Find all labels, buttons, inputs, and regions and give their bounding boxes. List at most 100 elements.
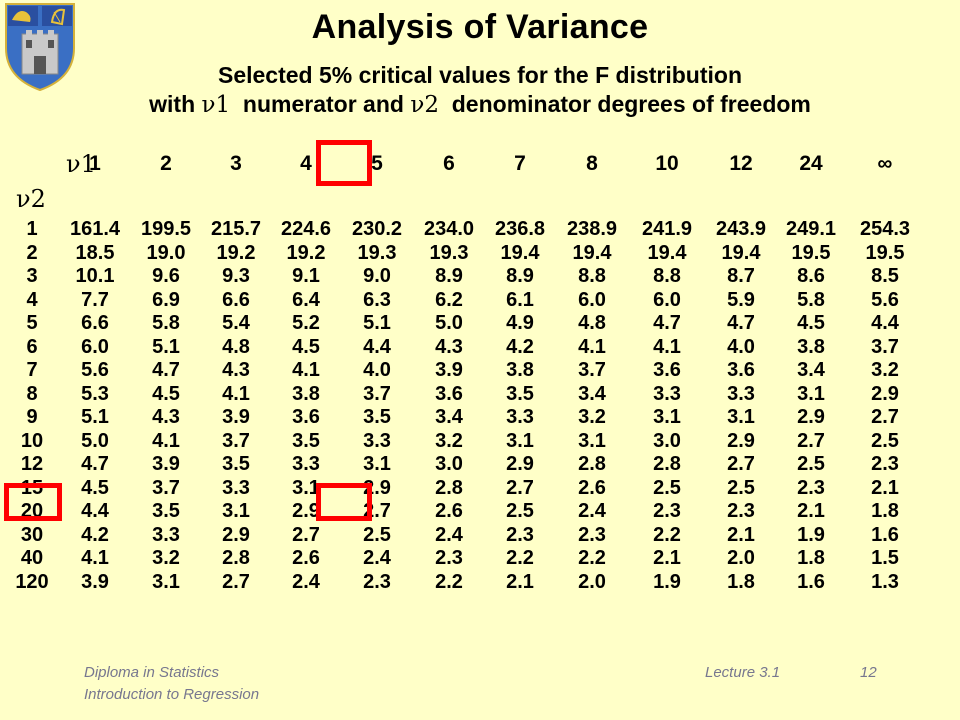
- table-cell: 2.2: [506, 547, 534, 569]
- highlight-box-column-4: [316, 140, 372, 186]
- table-cell: 4.1: [81, 547, 109, 569]
- table-cell: 5.6: [81, 359, 109, 381]
- column-header-6: 6: [443, 152, 455, 175]
- table-cell: 241.9: [641, 218, 693, 240]
- table-cell: 8.9: [506, 265, 534, 287]
- table-cell: 5.9: [727, 288, 755, 311]
- table-cell: 3.1: [727, 406, 755, 428]
- table-cell: 8.9: [435, 265, 463, 287]
- row-header-df: 30: [20, 523, 44, 546]
- table-cell: 3.0: [435, 453, 463, 475]
- table-cell: 3.8: [797, 335, 825, 358]
- row-header-df: 7: [26, 359, 38, 381]
- column-header-12: ∞: [877, 152, 893, 175]
- table-cell: 3.1: [152, 570, 180, 593]
- table-cell: 3.9: [81, 570, 109, 593]
- table-cell: 3.3: [506, 406, 534, 428]
- row-header-df: 6: [26, 335, 38, 358]
- table-cell: 4.8: [578, 312, 606, 334]
- table-cell: 161.4: [69, 218, 121, 240]
- row-header-df: 120: [15, 570, 49, 593]
- table-cell: 3.9: [435, 359, 463, 381]
- table-cell: 3.1: [578, 429, 606, 452]
- column-header-9: 10: [655, 152, 679, 175]
- table-cell: 4.3: [222, 359, 250, 381]
- table-cell: 4.3: [152, 406, 180, 428]
- table-cell: 3.1: [797, 382, 825, 405]
- row-header-df: 8: [26, 382, 38, 405]
- column-header-7: 7: [514, 152, 526, 175]
- table-cell: 3.7: [363, 382, 391, 405]
- nu1-header-label: ν1: [66, 150, 96, 178]
- table-cell: 2.7: [871, 406, 899, 428]
- table-cell: 2.5: [871, 429, 899, 452]
- table-cell: 19.3: [429, 241, 469, 264]
- table-cell: 3.5: [292, 429, 320, 452]
- table-cell: 4.5: [292, 335, 320, 358]
- table-cell: 10.1: [75, 265, 115, 287]
- table-cell: 3.3: [152, 523, 180, 546]
- table-cell: 19.2: [286, 241, 326, 264]
- table-cell: 6.0: [578, 288, 606, 311]
- table-cell: 3.7: [871, 335, 899, 358]
- column-header-2: 2: [160, 152, 172, 175]
- table-cell: 4.7: [152, 359, 180, 381]
- table-cell: 19.0: [146, 241, 186, 264]
- table-cell: 4.7: [727, 312, 755, 334]
- table-cell: 2.1: [653, 547, 681, 569]
- table-cell: 2.7: [797, 429, 825, 452]
- table-cell: 3.6: [292, 406, 320, 428]
- table-cell: 3.4: [797, 359, 825, 381]
- table-cell: 2.3: [727, 500, 755, 522]
- table-cell: 6.9: [152, 288, 180, 311]
- table-cell: 3.1: [653, 406, 681, 428]
- row-header-df: 10: [20, 429, 44, 452]
- table-cell: 1.9: [797, 523, 825, 546]
- table-cell: 5.1: [152, 335, 180, 358]
- highlight-box-result-cell: [316, 483, 372, 521]
- table-cell: 1.8: [727, 570, 755, 593]
- table-cell: 3.4: [435, 406, 463, 428]
- table-cell: 19.3: [357, 241, 397, 264]
- row-header-df: 4: [26, 288, 38, 311]
- table-cell: 6.4: [292, 288, 320, 311]
- table-cell: 2.9: [292, 500, 320, 522]
- table-cell: 1.6: [797, 570, 825, 593]
- table-cell: 9.6: [152, 265, 180, 287]
- table-cell: 4.5: [152, 382, 180, 405]
- table-cell: 2.7: [506, 476, 534, 499]
- table-cell: 2.8: [578, 453, 606, 475]
- table-cell: 3.8: [292, 382, 320, 405]
- table-cell: 4.0: [363, 359, 391, 381]
- table-cell: 4.1: [653, 335, 681, 358]
- table-cell: 6.0: [653, 288, 681, 311]
- table-cell: 2.1: [797, 500, 825, 522]
- table-cell: 19.5: [865, 241, 905, 264]
- table-cell: 19.4: [500, 241, 540, 264]
- table-cell: 3.9: [222, 406, 250, 428]
- table-cell: 2.3: [435, 547, 463, 569]
- table-cell: 1.5: [871, 547, 899, 569]
- row-header-df: 12: [20, 453, 44, 475]
- table-cell: 2.3: [506, 523, 534, 546]
- table-cell: 2.7: [222, 570, 250, 593]
- table-cell: 3.7: [222, 429, 250, 452]
- subtitle-numerator: numerator and: [230, 91, 411, 117]
- table-cell: 2.2: [578, 547, 606, 569]
- table-cell: 2.1: [727, 523, 755, 546]
- table-cell: 8.5: [871, 265, 899, 287]
- table-cell: 2.3: [578, 523, 606, 546]
- table-cell: 3.3: [222, 476, 250, 499]
- table-cell: 19.4: [647, 241, 687, 264]
- table-cell: 2.4: [578, 500, 606, 522]
- row-header-df: 3: [26, 265, 38, 287]
- table-cell: 8.8: [578, 265, 606, 287]
- table-cell: 8.8: [653, 265, 681, 287]
- table-cell: 3.2: [435, 429, 463, 452]
- table-cell: 2.9: [727, 429, 755, 452]
- table-cell: 2.8: [222, 547, 250, 569]
- table-cell: 7.7: [81, 288, 109, 311]
- table-cell: 5.1: [363, 312, 391, 334]
- table-cell: 2.9: [871, 382, 899, 405]
- table-cell: 2.8: [653, 453, 681, 475]
